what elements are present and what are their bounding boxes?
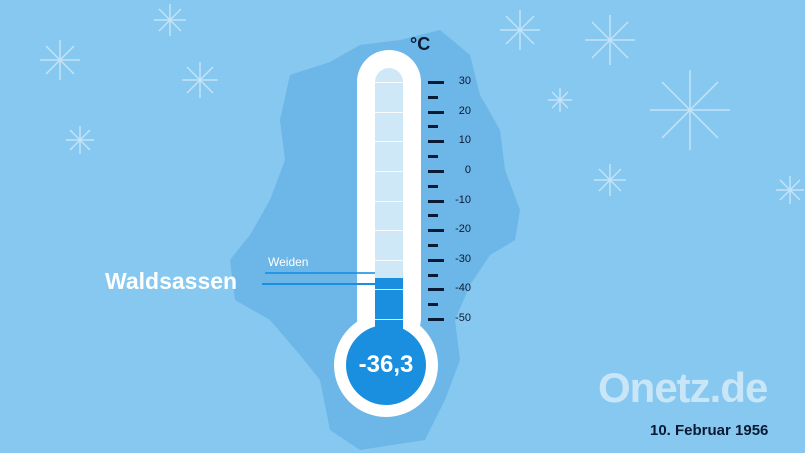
temperature-value: -36,3 [358,351,414,378]
major-tick [428,318,444,321]
tick-label: 0 [464,163,471,176]
scale-segment-line [375,141,403,143]
tick-label: -40 [455,282,471,295]
waldsassen-pointer-line [262,283,375,285]
weiden-pointer-line [265,272,375,274]
tick-label: -30 [455,252,471,265]
minor-tick [428,125,438,129]
tick-label: 10 [458,134,471,147]
date-label: 10. Februar 1956 [650,422,769,439]
major-tick [428,229,444,233]
scale-segment-line [375,111,403,113]
major-tick [428,110,444,114]
scale-segment-line [375,230,403,232]
major-tick [428,140,444,144]
onetz-logo: Onetz.de [598,364,768,411]
minor-tick [428,95,438,99]
major-tick [428,81,444,84]
scale-segment-line [375,319,403,320]
snowflakes [40,4,804,204]
scale-segment-line [375,170,403,172]
unit-label: °C [410,34,431,54]
weiden-label: Weiden [268,255,309,269]
scale-segment-line [375,200,403,202]
major-tick [428,288,444,292]
major-tick [428,169,444,173]
minor-tick [428,214,438,218]
waldsassen-label: Waldsassen [105,268,238,294]
thermometer-bulb-fill [346,325,426,405]
minor-tick [428,155,438,159]
minor-tick [428,184,438,188]
tick-label: -50 [455,312,471,324]
tick-label: 20 [458,104,471,117]
minor-tick [428,303,438,307]
tick-label: -10 [455,193,471,206]
scale-segment-line [375,82,403,83]
scale-segment-line [375,289,403,291]
tick-label: 30 [458,75,471,87]
tick-label: -20 [455,223,471,236]
major-tick [428,199,444,203]
scale-segment-line [375,259,403,261]
minor-tick [428,243,438,247]
major-tick [428,258,444,262]
minor-tick [428,273,438,277]
